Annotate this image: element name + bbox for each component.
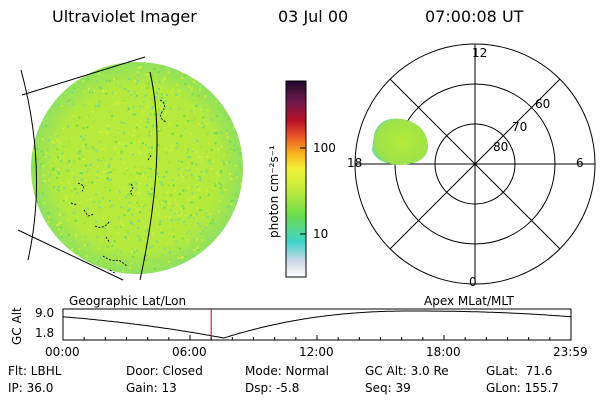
info-door: Door: Closed	[126, 364, 203, 378]
colorbar-tick-10: 10	[313, 227, 329, 241]
image-noise	[31, 64, 243, 273]
gc-alt-axis-label: GC Alt	[10, 307, 24, 345]
color-bar	[285, 80, 307, 278]
colorbar-unit-label: photon cm⁻²s⁻¹	[267, 145, 281, 238]
earth-image	[31, 62, 243, 274]
time-label-1800: 18:00	[426, 345, 461, 359]
mlat-label-70: 70	[512, 120, 528, 134]
mlt-label-18: 18	[347, 156, 363, 170]
image-date: 03 Jul 00	[278, 7, 349, 26]
info-ip: IP: 36.0	[8, 381, 54, 395]
colorbar-tick-100: 100	[313, 141, 336, 155]
mlt-label-0: 0	[469, 275, 477, 289]
mlat-label-80: 80	[493, 140, 509, 154]
info-filter: Flt: LBHL	[8, 364, 62, 378]
info-seq: Seq: 39	[365, 381, 411, 395]
instrument-title: Ultraviolet Imager	[52, 7, 197, 26]
polar-plot	[354, 43, 596, 285]
alt-tick-1-8: 1.8	[35, 326, 55, 340]
mlt-label-12: 12	[472, 46, 488, 60]
auroral-blob	[372, 118, 428, 165]
time-label-0000: 00:00	[45, 345, 80, 359]
image-time: 07:00:08 UT	[425, 7, 524, 26]
time-label-0600: 06:00	[172, 345, 207, 359]
mlat-label-60: 60	[535, 97, 551, 111]
geo-latlon-label: Geographic Lat/Lon	[69, 294, 187, 308]
time-label-2359: 23:59	[553, 345, 588, 359]
altitude-curve	[62, 310, 572, 339]
time-ticks	[62, 335, 572, 340]
info-gain: Gain: 13	[126, 381, 177, 395]
alt-tick-9: 9.0	[35, 306, 55, 320]
geo-grid-lines	[17, 56, 158, 281]
info-gc-alt: GC Alt: 3.0 Re	[365, 364, 449, 378]
coastline-outlines	[70, 99, 167, 275]
apex-mlat-label: Apex MLat/MLT	[424, 294, 514, 308]
altitude-panel	[62, 308, 572, 341]
info-glat: GLat: 71.6	[486, 364, 553, 378]
info-mode: Mode: Normal	[245, 364, 329, 378]
info-glon: GLon: 155.7	[486, 381, 559, 395]
time-label-1200: 12:00	[299, 345, 334, 359]
info-dsp: Dsp: -5.8	[245, 381, 300, 395]
mlt-label-6: 6	[576, 156, 584, 170]
